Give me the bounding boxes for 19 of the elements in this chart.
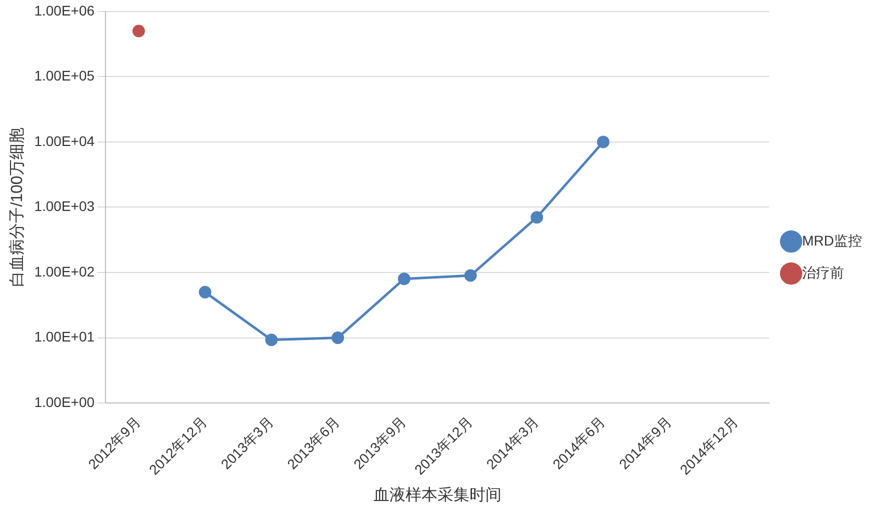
- point: [132, 24, 145, 38]
- y-tick-label: 1.00E+03: [34, 198, 95, 214]
- point: [265, 334, 278, 346]
- y-tick-label: 1.00E+06: [34, 2, 95, 18]
- y-tick-label: 1.00E+04: [34, 132, 95, 149]
- x-axis-title: 血液样本采集时间: [373, 486, 502, 504]
- y-axis-title: 白血病分子/100万细胞: [8, 128, 26, 287]
- point: [596, 136, 610, 148]
- y-tick-label: 1.00E+01: [34, 328, 95, 345]
- point: [332, 332, 344, 344]
- legend-label: MRD监控: [802, 232, 862, 248]
- point: [398, 272, 410, 286]
- y-tick-label: 1.00E+02: [34, 263, 95, 280]
- legend-label: 治疗前: [802, 264, 844, 280]
- point: [530, 211, 544, 224]
- y-tick-label: 1.00E+00: [34, 394, 95, 410]
- point: [464, 269, 477, 282]
- y-tick-label: 1.00E+05: [34, 68, 95, 84]
- point: [198, 286, 212, 298]
